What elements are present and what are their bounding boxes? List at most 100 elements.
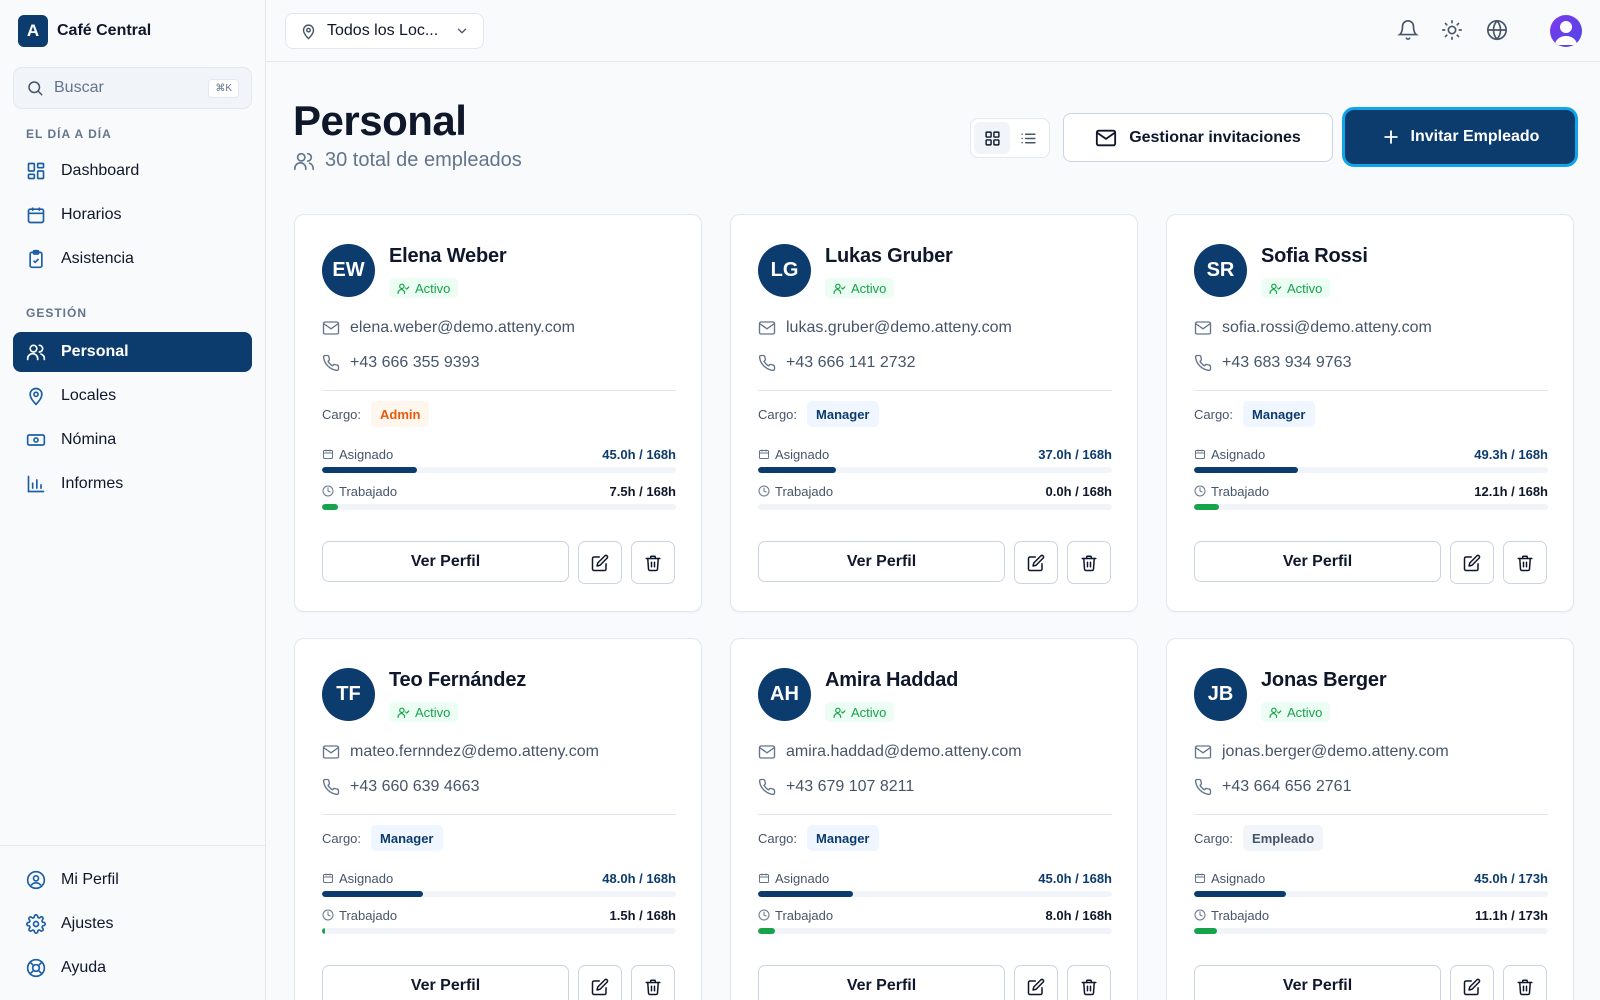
phone-row[interactable]: +43 660 639 4663	[322, 778, 479, 796]
status-text: Activo	[1287, 280, 1323, 296]
banknote-icon	[26, 430, 46, 450]
invite-employee-button[interactable]: Invitar Empleado	[1345, 110, 1575, 164]
employee-card: SR Sofia Rossi Activo sofia.rossi@demo.a…	[1166, 214, 1574, 612]
sidebar-item-personal[interactable]: Personal	[13, 332, 252, 372]
grid-view-button[interactable]	[974, 122, 1010, 154]
edit-button[interactable]	[578, 965, 622, 1000]
view-toggle	[970, 118, 1050, 158]
phone-icon	[322, 778, 340, 796]
trash-icon	[1081, 979, 1097, 995]
brand[interactable]: A Café Central	[18, 15, 151, 47]
section-label-daily: EL DÍA A DÍA	[26, 127, 112, 141]
email-row[interactable]: mateo.fernndez@demo.atteny.com	[322, 743, 599, 761]
edit-button[interactable]	[1450, 541, 1494, 584]
worked-hours-value: 1.5h / 168h	[609, 907, 676, 923]
sidebar-item-dashboard[interactable]: Dashboard	[13, 151, 252, 191]
delete-button[interactable]	[1067, 965, 1111, 1000]
location-select[interactable]: Todos los Loc...	[285, 13, 484, 49]
list-view-button[interactable]	[1010, 122, 1046, 154]
sidebar-item-horarios[interactable]: Horarios	[13, 195, 252, 235]
role-row: Cargo: Empleado	[1194, 825, 1324, 851]
sidebar-item-mi-perfil[interactable]: Mi Perfil	[13, 860, 252, 900]
manage-invites-button[interactable]: Gestionar invitaciones	[1063, 113, 1333, 162]
card-actions: Ver Perfil	[322, 541, 675, 584]
edit-button[interactable]	[578, 541, 622, 584]
user-avatar[interactable]	[1550, 15, 1582, 47]
calendar-icon	[758, 448, 770, 460]
sidebar-item-asistencia[interactable]: Asistencia	[13, 239, 252, 279]
calendar-icon	[322, 448, 334, 460]
role-label: Cargo:	[758, 830, 798, 846]
employee-email: jonas.berger@demo.atteny.com	[1222, 743, 1449, 760]
sidebar-item-informes[interactable]: Informes	[13, 464, 252, 504]
mail-icon	[322, 319, 340, 337]
view-profile-button[interactable]: Ver Perfil	[1194, 541, 1441, 582]
email-row[interactable]: elena.weber@demo.atteny.com	[322, 319, 575, 337]
phone-row[interactable]: +43 679 107 8211	[758, 778, 914, 796]
sidebar-item-ajustes[interactable]: Ajustes	[13, 904, 252, 944]
status-text: Activo	[415, 280, 451, 296]
worked-progress-fill	[322, 928, 326, 934]
email-row[interactable]: jonas.berger@demo.atteny.com	[1194, 743, 1449, 761]
employee-avatar: JB	[1194, 668, 1247, 721]
sun-icon[interactable]	[1441, 19, 1465, 43]
email-row[interactable]: sofia.rossi@demo.atteny.com	[1194, 319, 1432, 337]
list-icon	[1020, 133, 1036, 143]
employee-name[interactable]: Sofia Rossi	[1261, 245, 1368, 267]
divider	[322, 390, 676, 391]
view-profile-button[interactable]: Ver Perfil	[758, 965, 1005, 1000]
view-profile-button[interactable]: Ver Perfil	[322, 965, 569, 1000]
worked-hours-row: Trabajado 7.5h / 168h	[322, 484, 676, 499]
phone-row[interactable]: +43 664 656 2761	[1194, 778, 1351, 796]
search-input[interactable]: Buscar ⌘K	[13, 67, 252, 109]
edit-button[interactable]	[1450, 965, 1494, 1000]
clipboard-icon	[26, 249, 46, 269]
globe-icon[interactable]	[1486, 19, 1510, 43]
clock-icon	[322, 485, 334, 497]
delete-button[interactable]	[631, 965, 675, 1000]
view-profile-button[interactable]: Ver Perfil	[1194, 965, 1441, 1000]
employee-phone: +43 683 934 9763	[1222, 354, 1352, 371]
dashboard-icon	[26, 161, 46, 181]
mail-icon	[1194, 743, 1212, 761]
help-icon	[26, 958, 46, 978]
role-label: Cargo:	[1194, 406, 1234, 422]
view-profile-button[interactable]: Ver Perfil	[322, 541, 569, 582]
employee-name[interactable]: Elena Weber	[389, 245, 507, 267]
status-badge: Activo	[825, 702, 895, 722]
delete-button[interactable]	[1503, 965, 1547, 1000]
worked-hours-row: Trabajado 0.0h / 168h	[758, 484, 1112, 499]
edit-icon	[1463, 554, 1481, 571]
worked-hours-value: 12.1h / 168h	[1474, 483, 1548, 499]
edit-button[interactable]	[1014, 965, 1058, 1000]
employee-name[interactable]: Lukas Gruber	[825, 245, 953, 267]
mail-icon	[1095, 127, 1117, 149]
view-profile-button[interactable]: Ver Perfil	[758, 541, 1005, 582]
assigned-progress-bar	[758, 891, 1112, 897]
users-icon	[26, 342, 46, 362]
phone-row[interactable]: +43 666 141 2732	[758, 354, 915, 372]
assigned-hours-row: Asignado 48.0h / 168h	[322, 871, 676, 886]
delete-button[interactable]	[1503, 541, 1547, 584]
sidebar-item-locales[interactable]: Locales	[13, 376, 252, 416]
worked-hours-value: 11.1h / 173h	[1475, 907, 1548, 923]
role-badge: Manager	[371, 825, 443, 851]
delete-button[interactable]	[631, 541, 675, 584]
employee-card: AH Amira Haddad Activo amira.haddad@demo…	[730, 638, 1138, 1000]
delete-button[interactable]	[1067, 541, 1111, 584]
sidebar-item-ayuda[interactable]: Ayuda	[13, 948, 252, 988]
clock-icon	[322, 909, 334, 921]
email-row[interactable]: amira.haddad@demo.atteny.com	[758, 743, 1022, 761]
phone-row[interactable]: +43 683 934 9763	[1194, 354, 1351, 372]
email-row[interactable]: lukas.gruber@demo.atteny.com	[758, 319, 1012, 337]
employee-email: elena.weber@demo.atteny.com	[350, 319, 575, 336]
edit-button[interactable]	[1014, 541, 1058, 584]
phone-row[interactable]: +43 666 355 9393	[322, 354, 479, 372]
bell-icon[interactable]	[1397, 19, 1421, 43]
employee-name[interactable]: Jonas Berger	[1261, 669, 1387, 691]
employee-avatar: TF	[322, 668, 375, 721]
employee-name[interactable]: Teo Fernández	[389, 669, 527, 691]
status-badge: Activo	[1261, 702, 1331, 722]
sidebar-item-nomina[interactable]: Nómina	[13, 420, 252, 460]
employee-name[interactable]: Amira Haddad	[825, 669, 959, 691]
